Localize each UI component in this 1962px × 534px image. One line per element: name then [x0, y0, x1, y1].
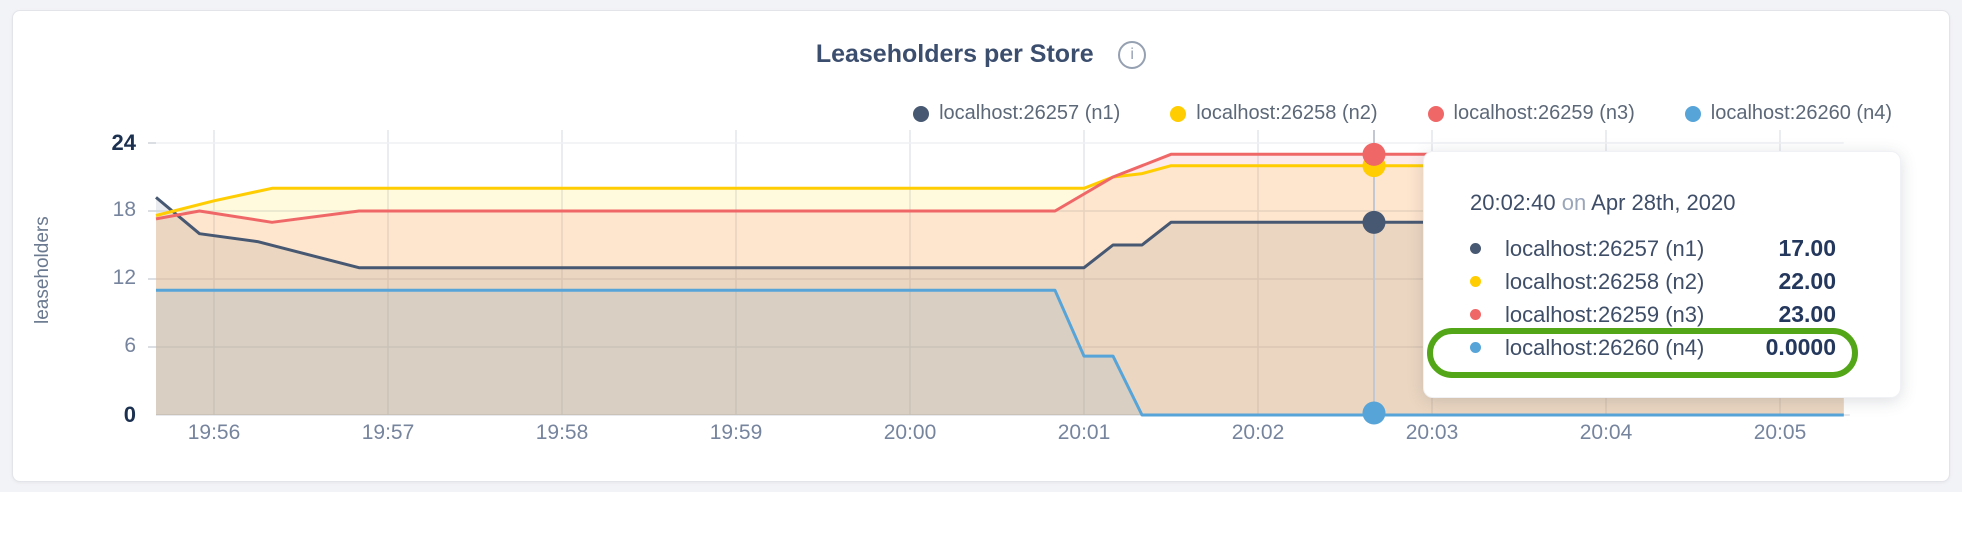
legend-label-n4: localhost:26260 (n4) — [1710, 102, 1892, 124]
legend-swatch-n4 — [1684, 105, 1701, 122]
x-tick-20:02: 20:02 — [1231, 421, 1285, 444]
x-tick-20:04: 20:04 — [1579, 421, 1633, 444]
legend-item-n2[interactable]: localhost:26258 (n2) — [1170, 102, 1378, 125]
tooltip-label-n1: localhost:26257 (n1) — [1505, 235, 1705, 261]
tooltip-row-n4: localhost:26260 (n4) 0.0000 — [1470, 331, 1836, 364]
tooltip-on-word: on — [1561, 190, 1587, 215]
tooltip-row-n1: localhost:26257 (n1) 17.00 — [1470, 232, 1836, 265]
tooltip-label-n2: localhost:26258 (n2) — [1505, 268, 1705, 294]
hover-tooltip: 20:02:40 on Apr 28th, 2020 localhost:262… — [1423, 151, 1901, 398]
legend-label-n2: localhost:26258 (n2) — [1196, 102, 1378, 124]
tooltip-value-n4: 0.0000 — [1765, 334, 1836, 360]
legend-item-n3[interactable]: localhost:26259 (n3) — [1427, 102, 1635, 125]
info-icon[interactable]: i — [1118, 40, 1147, 69]
chart-title: Leaseholders per Store — [815, 40, 1094, 68]
x-tick-19:59: 19:59 — [709, 421, 763, 444]
chart-header: Leaseholders per Store i — [12, 40, 1950, 69]
tooltip-date: Apr 28th, 2020 — [1591, 190, 1736, 215]
x-tick-19:56: 19:56 — [187, 421, 241, 444]
legend-item-n1[interactable]: localhost:26257 (n1) — [913, 102, 1120, 125]
chart-legend: localhost:26257 (n1) localhost:26258 (n2… — [913, 102, 1892, 125]
legend-swatch-n2 — [1170, 105, 1187, 122]
legend-swatch-n3 — [1427, 105, 1444, 122]
tooltip-row-n2: localhost:26258 (n2) 22.00 — [1470, 265, 1836, 298]
legend-label-n3: localhost:26259 (n3) — [1453, 102, 1635, 124]
legend-label-n1: localhost:26257 (n1) — [939, 102, 1121, 124]
y-tick-18: 18 — [112, 198, 136, 221]
tooltip-swatch-n2 — [1470, 276, 1481, 287]
x-tick-20:00: 20:00 — [883, 421, 937, 444]
tooltip-swatch-n1 — [1470, 243, 1481, 254]
tooltip-timestamp: 20:02:40 on Apr 28th, 2020 — [1470, 190, 1836, 216]
tooltip-label-n4: localhost:26260 (n4) — [1505, 334, 1705, 360]
legend-item-n4[interactable]: localhost:26260 (n4) — [1684, 102, 1892, 125]
tooltip-swatch-n3 — [1470, 309, 1481, 320]
tooltip-row-n3: localhost:26259 (n3) 23.00 — [1470, 298, 1836, 331]
y-tick-0: 0 — [123, 402, 136, 427]
tooltip-value-n2: 22.00 — [1778, 268, 1836, 294]
legend-swatch-n1 — [913, 105, 930, 122]
tooltip-value-n1: 17.00 — [1778, 235, 1836, 261]
tooltip-label-n3: localhost:26259 (n3) — [1505, 301, 1705, 327]
y-tick-24: 24 — [111, 130, 136, 155]
y-tick-12: 12 — [112, 266, 136, 289]
x-tick-19:57: 19:57 — [361, 421, 415, 444]
y-tick-6: 6 — [124, 334, 136, 357]
x-tick-20:03: 20:03 — [1405, 421, 1459, 444]
tooltip-time: 20:02:40 — [1470, 190, 1556, 215]
x-tick-20:05: 20:05 — [1753, 421, 1807, 444]
tooltip-value-n3: 23.00 — [1778, 301, 1836, 327]
tooltip-swatch-n4 — [1470, 342, 1481, 353]
x-tick-19:58: 19:58 — [535, 421, 589, 444]
x-tick-20:01: 20:01 — [1057, 421, 1111, 444]
